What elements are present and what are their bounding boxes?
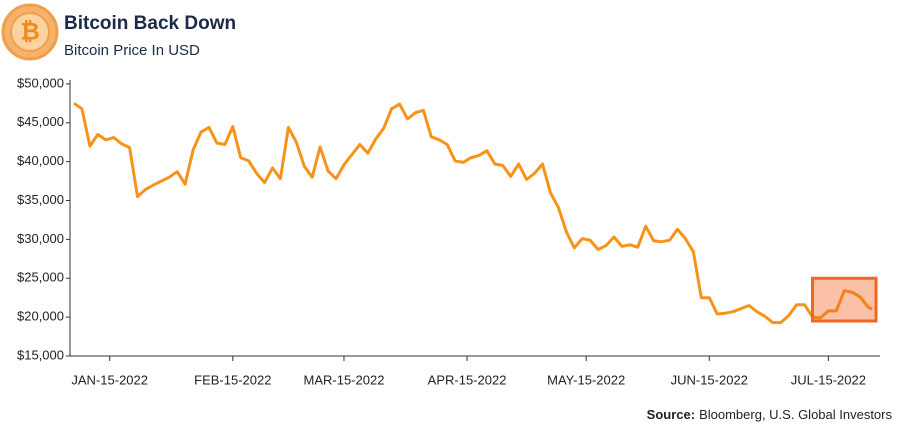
y-tick-label: $45,000 <box>17 114 64 129</box>
source-text: Bloomberg, U.S. Global Investors <box>699 407 892 422</box>
bitcoin-logo: ₿ <box>1 3 59 61</box>
y-tick-label: $50,000 <box>17 75 64 90</box>
source: Source: Bloomberg, U.S. Global Investors <box>647 407 893 422</box>
y-tick-label: $20,000 <box>17 309 64 324</box>
y-tick-label: $15,000 <box>17 347 64 362</box>
x-tick-label: MAY-15-2022 <box>547 372 625 387</box>
y-tick-label: $40,000 <box>17 153 64 168</box>
x-tick-label: APR-15-2022 <box>428 372 507 387</box>
highlight-box <box>811 276 878 323</box>
source-label: Source: <box>647 407 695 422</box>
x-tick-label: MAR-15-2022 <box>304 372 385 387</box>
y-tick-label: $25,000 <box>17 270 64 285</box>
y-tick-label: $30,000 <box>17 231 64 246</box>
x-tick-label: JUN-15-2022 <box>671 372 748 387</box>
chart-subtitle: Bitcoin Price In USD <box>64 42 200 59</box>
x-tick-label: FEB-15-2022 <box>194 372 271 387</box>
chart-title: Bitcoin Back Down <box>64 13 236 34</box>
svg-text:₿: ₿ <box>20 18 40 45</box>
x-tick-label: JAN-15-2022 <box>71 372 148 387</box>
y-tick-label: $35,000 <box>17 192 64 207</box>
price-line <box>73 102 873 325</box>
x-tick-label: JUL-15-2022 <box>791 372 866 387</box>
